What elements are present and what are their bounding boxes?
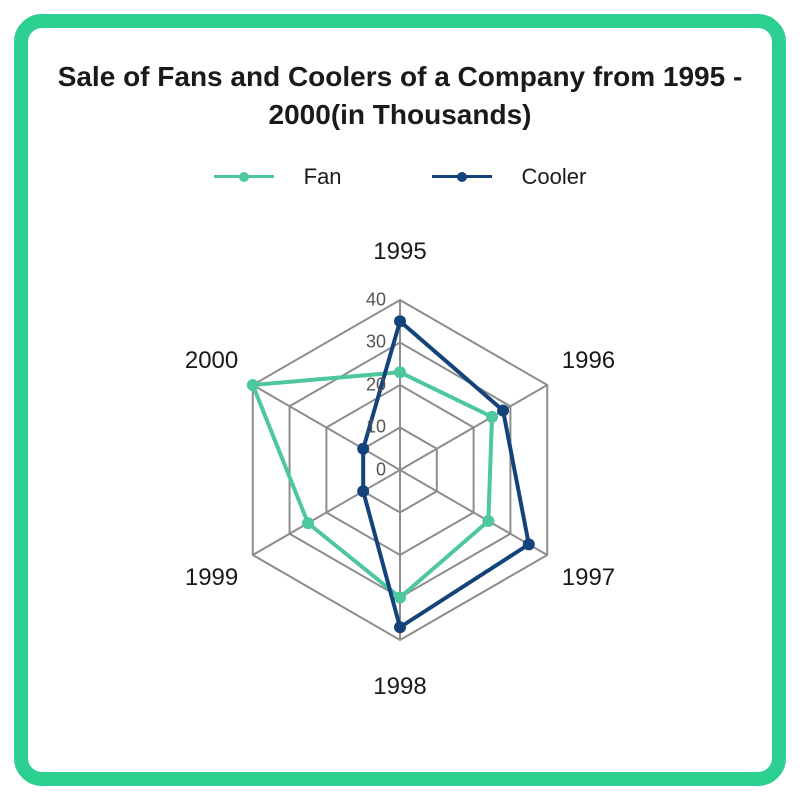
legend-item-cooler: Cooler [432,164,587,190]
chart-card: Sale of Fans and Coolers of a Company fr… [14,14,786,786]
radar-svg [120,210,680,710]
tick-label-30: 30 [366,332,386,353]
legend-item-fan: Fan [214,164,342,190]
axis-label-1998: 1998 [373,673,426,701]
legend-swatch-fan [214,175,274,178]
tick-label-20: 20 [366,374,386,395]
tick-label-0: 0 [376,459,386,480]
tick-label-10: 10 [366,417,386,438]
legend-label-fan: Fan [304,164,342,190]
legend-label-cooler: Cooler [522,164,587,190]
axis-label-2000: 2000 [185,347,238,375]
axis-label-1996: 1996 [562,347,615,375]
tick-label-40: 40 [366,289,386,310]
legend: Fan Cooler [214,164,587,190]
axis-label-1995: 1995 [373,238,426,266]
legend-swatch-cooler [432,175,492,178]
radar-chart: 1995 1996 1997 1998 1999 2000 0 10 20 30 40 [120,210,680,710]
axis-label-1997: 1997 [562,564,615,592]
axis-label-1999: 1999 [185,564,238,592]
chart-title: Sale of Fans and Coolers of a Company fr… [48,58,752,134]
